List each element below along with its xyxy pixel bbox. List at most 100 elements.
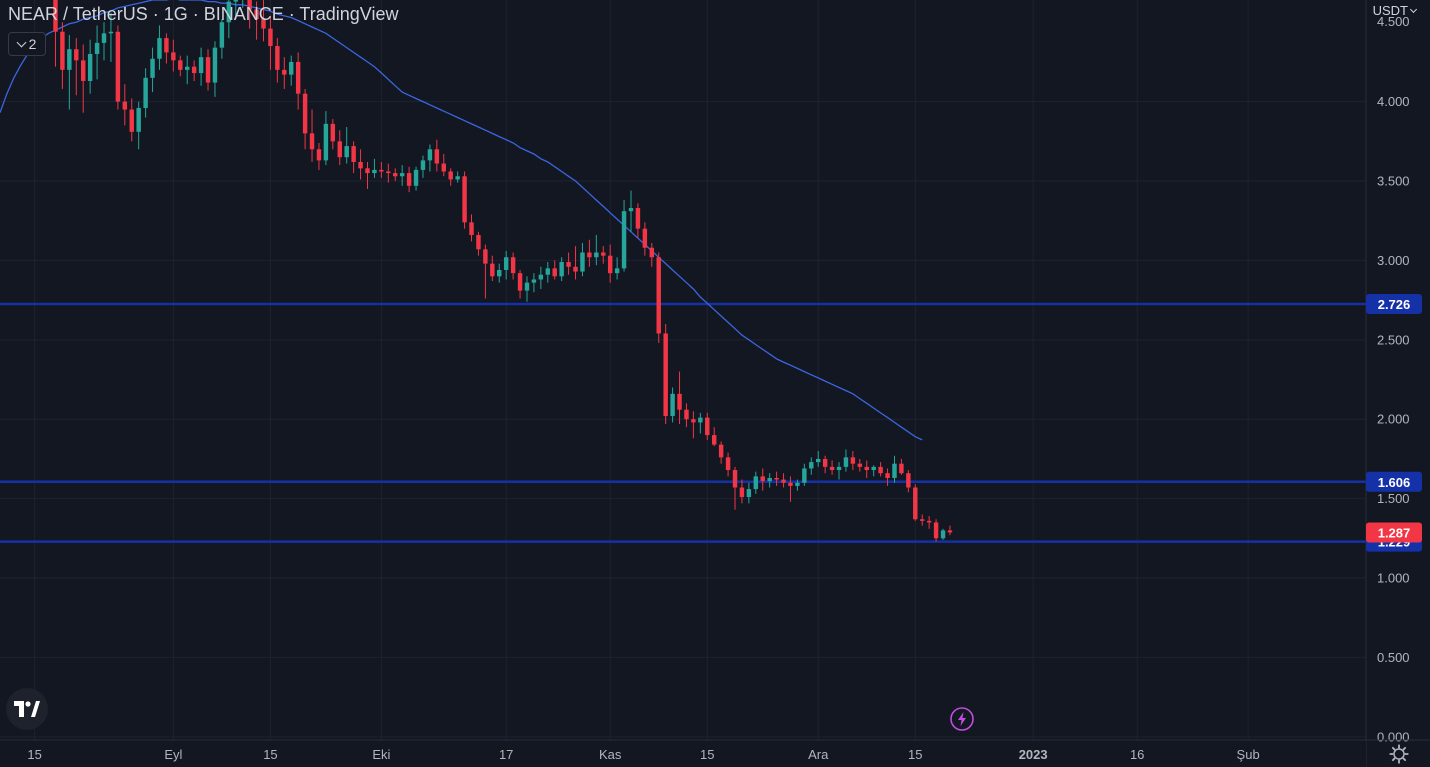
candle: [226, 0, 232, 39]
level-label-bg: [1366, 471, 1422, 492]
candle: [767, 473, 772, 488]
candle-body: [427, 149, 433, 161]
candle: [219, 19, 225, 59]
candle: [580, 242, 585, 277]
candle-body: [393, 173, 398, 177]
candle-body: [115, 31, 121, 102]
candle: [885, 468, 890, 486]
candle: [677, 371, 682, 424]
candle: [129, 98, 134, 142]
candle-body: [302, 93, 308, 134]
candle-body: [233, 0, 238, 2]
gear-icon[interactable]: [1388, 743, 1410, 765]
price-axis[interactable]: 4.500 0.000 0.500 1.000 1.500 2.000 2.500 3.000…: [1365, 0, 1430, 767]
candle-body: [406, 173, 412, 186]
y-tick-label: 4.000: [1377, 94, 1410, 109]
candle: [538, 266, 544, 290]
candle: [933, 519, 939, 542]
candle: [552, 260, 557, 280]
candle: [212, 41, 218, 97]
y-tick-label: 1.500: [1377, 491, 1410, 506]
candle: [393, 168, 398, 182]
candle-body: [940, 530, 946, 539]
candle-body: [836, 466, 842, 471]
x-tick-label: Kas: [599, 747, 622, 762]
y-tick-label: 2.500: [1377, 332, 1410, 347]
candle: [434, 139, 440, 172]
candle-body: [649, 247, 655, 258]
time-axis[interactable]: 15 Eyl 15 Eki 17 Kas 15 Ara 15 2023 16 Şub: [0, 739, 1430, 767]
x-tick-label: 15: [908, 747, 922, 762]
candle-body: [323, 123, 329, 161]
candle: [850, 450, 856, 471]
candle-body: [101, 33, 107, 43]
y-tick-label-top: 4.500: [1377, 14, 1410, 29]
chevron-down-icon: [16, 37, 27, 47]
candle: [261, 0, 266, 42]
candle: [122, 84, 128, 126]
candle: [476, 231, 481, 256]
candle: [871, 465, 876, 477]
candle: [242, 0, 244, 8]
currency-selector[interactable]: USDT: [1372, 3, 1418, 18]
candle-body: [587, 252, 592, 258]
tradingview-logo[interactable]: [6, 688, 48, 730]
candle-body: [420, 160, 426, 170]
candle-body: [254, 9, 259, 20]
candle-body: [594, 252, 599, 258]
candle-body: [670, 393, 675, 417]
candle: [760, 468, 765, 491]
candle: [774, 471, 779, 486]
candle: [191, 60, 197, 81]
candle-body: [822, 458, 828, 467]
candle-body: [864, 466, 869, 471]
candle: [101, 22, 107, 61]
candle: [462, 171, 467, 229]
candle: [607, 244, 613, 283]
candle: [282, 57, 287, 89]
candle: [795, 479, 800, 491]
candles: [53, 0, 953, 542]
last-price-label-bg: [1366, 522, 1422, 543]
candle-body: [552, 268, 557, 277]
candle: [164, 33, 169, 64]
candle: [739, 479, 745, 504]
candle: [337, 130, 342, 166]
lightning-icon[interactable]: [950, 707, 974, 731]
candle-body: [344, 146, 349, 158]
candle-body: [732, 470, 738, 488]
candle-body: [642, 228, 648, 248]
candle-body: [503, 257, 509, 270]
candle-body: [150, 58, 155, 78]
candle-body: [122, 101, 128, 110]
candle: [74, 38, 79, 96]
indicator-legend-toggle[interactable]: 2: [8, 32, 46, 56]
candle-body: [788, 482, 793, 486]
candle: [920, 514, 925, 526]
currency-label: USDT: [1372, 3, 1408, 18]
candle-body: [774, 477, 779, 480]
candle: [906, 470, 911, 493]
candle-body: [268, 28, 273, 47]
candle-body: [899, 463, 904, 474]
candle: [503, 250, 509, 280]
candle: [725, 452, 731, 477]
candle: [892, 455, 897, 483]
candle: [663, 323, 668, 424]
candle: [670, 387, 675, 423]
candle: [469, 214, 474, 242]
candle-body: [601, 252, 606, 256]
candle: [732, 466, 738, 510]
candle: [316, 142, 322, 170]
moving-average: [0, 0, 923, 441]
candle: [289, 55, 294, 86]
candle-body: [892, 463, 897, 478]
y-tick-label: 2.000: [1377, 412, 1410, 427]
candle-body: [455, 176, 460, 180]
y-tick-label: 0.500: [1377, 650, 1410, 665]
candle: [809, 457, 814, 475]
candle: [621, 200, 627, 272]
